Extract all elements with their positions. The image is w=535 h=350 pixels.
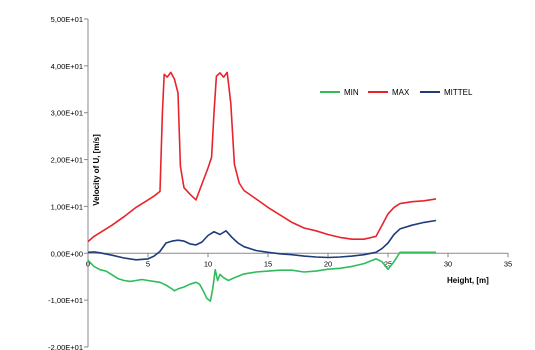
y-tick-label: 4,00E+01	[51, 62, 83, 71]
y-tick-label: 2,00E+01	[51, 156, 83, 165]
series-line-min	[87, 251, 436, 302]
x-axis-title: Height, [m]	[447, 276, 489, 285]
x-tick-marks	[87, 253, 509, 258]
legend-label-mittel: MITTEL	[444, 88, 473, 97]
y-tick-label: 5,00E+01	[51, 15, 83, 24]
x-tick-label: 5	[146, 259, 150, 268]
x-tick-label: 10	[204, 259, 212, 268]
y-tick-marks	[84, 18, 88, 348]
y-axis-title: Velocity of U, [m/s]	[92, 134, 101, 206]
y-tick-label: -1,00E+01	[48, 296, 83, 305]
series-lines	[87, 71, 437, 302]
y-tick-label: 0,00E+00	[51, 249, 83, 258]
x-tick-label: 30	[444, 259, 452, 268]
x-tick-label: 20	[324, 259, 332, 268]
y-tick-label: 3,00E+01	[51, 109, 83, 118]
y-tick-label: 1,00E+01	[51, 202, 83, 211]
x-tick-label: 25	[384, 259, 392, 268]
series-line-mittel	[87, 219, 437, 261]
legend-label-min: MIN	[344, 88, 359, 97]
x-tick-label: 35	[504, 259, 512, 268]
x-tick-label: 15	[264, 259, 272, 268]
x-tick-labels: 05101520253035	[86, 259, 512, 268]
legend: MIN MAX MITTEL	[320, 88, 473, 97]
y-tick-label: -2,00E+01	[48, 343, 83, 350]
series-line-max	[87, 71, 437, 243]
y-tick-labels: 5,00E+01 4,00E+01 3,00E+01 2,00E+01 1,00E+01…	[48, 15, 83, 350]
legend-label-max: MAX	[392, 88, 410, 97]
